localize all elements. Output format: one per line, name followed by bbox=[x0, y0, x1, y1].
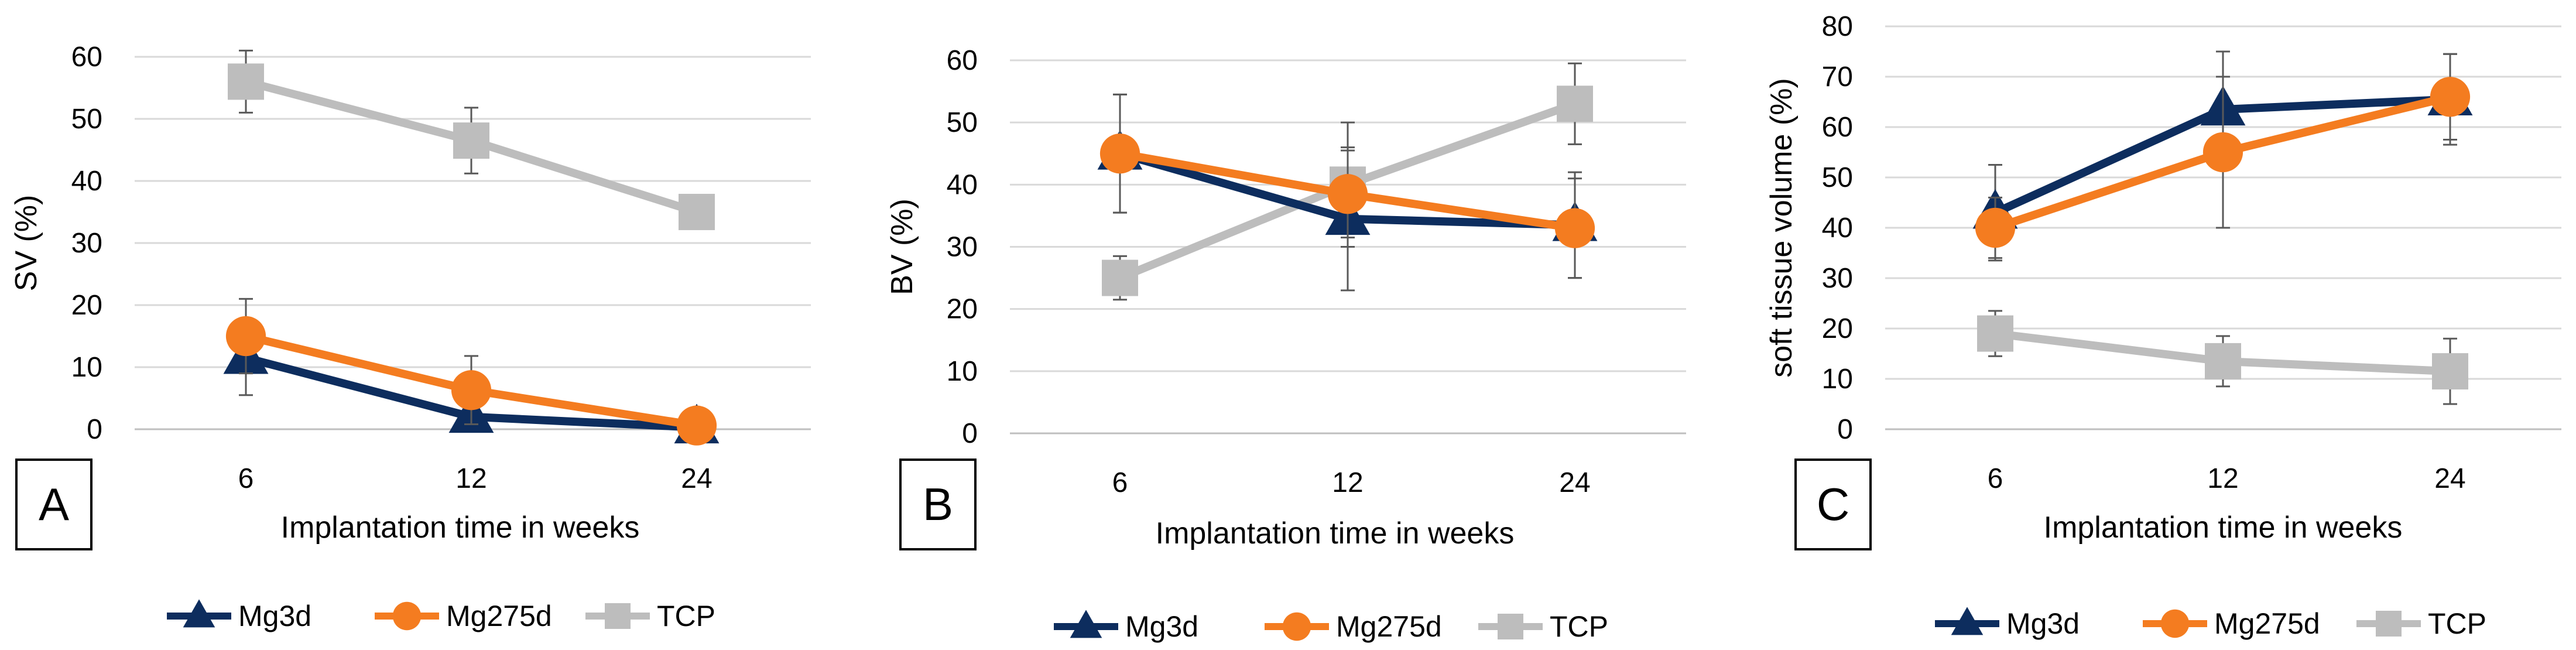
y-tick-label: 10 bbox=[1822, 364, 1853, 395]
data-point bbox=[676, 405, 717, 446]
panel-label-box bbox=[1794, 459, 1872, 550]
y-tick-label: 30 bbox=[947, 232, 978, 263]
legend: Mg3d Mg275d TCP bbox=[1935, 607, 2486, 640]
legend-marker bbox=[1282, 612, 1311, 641]
legend-marker bbox=[2376, 611, 2402, 637]
panel-label: A bbox=[39, 478, 69, 530]
legend-marker bbox=[392, 601, 422, 631]
data-point bbox=[451, 370, 492, 410]
y-tick-label: 0 bbox=[962, 418, 978, 449]
y-tick-label: 30 bbox=[71, 228, 102, 259]
legend-label: Mg3d bbox=[1125, 610, 1198, 643]
y-tick-label: 10 bbox=[947, 356, 978, 387]
data-point bbox=[453, 122, 489, 159]
x-tick-label: 6 bbox=[1112, 467, 1128, 498]
legend-label: TCP bbox=[1550, 610, 1608, 643]
data-point bbox=[228, 63, 264, 100]
panel-label: C bbox=[1817, 478, 1849, 530]
x-axis-title: Implantation time in weeks bbox=[281, 511, 640, 545]
series-tcp bbox=[228, 49, 715, 230]
data-point bbox=[1554, 208, 1595, 248]
y-tick-label: 80 bbox=[1822, 11, 1853, 42]
legend-marker bbox=[1070, 610, 1102, 638]
chart-panel-a: 0 10 20 30 40 50 60 6 12 24 Implantation time in w… bbox=[9, 42, 811, 632]
legend-marker bbox=[1951, 607, 1984, 635]
series-mg275d bbox=[1975, 53, 2471, 259]
y-tick-label: 20 bbox=[947, 294, 978, 325]
series-mg275d bbox=[225, 297, 717, 446]
y-tick-label: 0 bbox=[87, 414, 102, 445]
y-tick-label: 40 bbox=[1822, 213, 1853, 244]
chart-panel-b: 0 10 20 30 40 50 60 6 12 24 Implantation time in w… bbox=[885, 45, 1686, 643]
legend-label: Mg3d bbox=[2006, 607, 2080, 640]
legend-label: TCP bbox=[657, 600, 715, 632]
y-tick-label: 30 bbox=[1822, 263, 1853, 294]
legend: Mg3d Mg275d TCP bbox=[167, 599, 715, 632]
data-point bbox=[1099, 134, 1140, 174]
data-point bbox=[1975, 207, 2016, 248]
legend-label: Mg275d bbox=[1336, 610, 1442, 643]
x-tick-label: 12 bbox=[2207, 463, 2238, 494]
data-point bbox=[225, 316, 266, 357]
x-tick-label: 12 bbox=[1332, 467, 1363, 498]
y-tick-label: 40 bbox=[71, 166, 102, 197]
data-point bbox=[1102, 259, 1138, 296]
legend-label: Mg275d bbox=[446, 600, 552, 632]
y-tick-label: 60 bbox=[71, 42, 102, 73]
legend-label: TCP bbox=[2428, 607, 2486, 640]
y-tick-label: 50 bbox=[1822, 162, 1853, 193]
data-point bbox=[679, 194, 715, 230]
legend-marker bbox=[605, 603, 631, 629]
y-tick-label: 60 bbox=[1822, 112, 1853, 143]
series-tcp bbox=[1977, 310, 2468, 405]
data-point bbox=[2202, 132, 2243, 173]
y-tick-label: 50 bbox=[947, 107, 978, 138]
legend-marker bbox=[2160, 609, 2190, 638]
panel-label-box bbox=[899, 459, 977, 550]
data-point bbox=[2430, 77, 2471, 117]
data-point bbox=[2205, 343, 2241, 379]
y-axis-title: SV (%) bbox=[9, 195, 43, 292]
data-point bbox=[1327, 174, 1368, 214]
y-tick-label: 60 bbox=[947, 45, 978, 76]
legend-label: Mg275d bbox=[2214, 607, 2320, 640]
data-point bbox=[2432, 353, 2468, 390]
y-axis-title: BV (%) bbox=[885, 199, 919, 295]
x-axis-title: Implantation time in weeks bbox=[1156, 516, 1515, 550]
panel-label: B bbox=[923, 478, 953, 530]
y-tick-label: 40 bbox=[947, 169, 978, 200]
chart-panel-c: 0 10 20 30 40 50 60 70 80 6 12 24 Implantation time … bbox=[1765, 11, 2561, 640]
x-tick-label: 24 bbox=[2434, 463, 2465, 494]
x-tick-label: 12 bbox=[455, 463, 487, 494]
y-tick-label: 70 bbox=[1822, 61, 1853, 93]
panel-label-box bbox=[15, 459, 93, 550]
y-tick-label: 20 bbox=[71, 290, 102, 321]
x-tick-label: 6 bbox=[238, 463, 254, 494]
x-axis-title: Implantation time in weeks bbox=[2044, 511, 2403, 545]
y-axis-title: soft tissue volume (%) bbox=[1765, 78, 1799, 378]
legend-marker bbox=[1498, 614, 1523, 639]
x-tick-label: 6 bbox=[1988, 463, 2003, 494]
data-point bbox=[1977, 315, 2013, 352]
legend-marker bbox=[183, 599, 215, 628]
y-tick-label: 10 bbox=[71, 352, 102, 383]
y-tick-label: 50 bbox=[71, 104, 102, 135]
series-mg275d bbox=[1099, 93, 1595, 279]
legend: Mg3d Mg275d TCP bbox=[1054, 610, 1608, 643]
legend-label: Mg3d bbox=[238, 600, 311, 632]
x-tick-label: 24 bbox=[1559, 467, 1590, 498]
data-point bbox=[1557, 85, 1593, 122]
x-tick-label: 24 bbox=[681, 463, 712, 494]
y-tick-label: 20 bbox=[1822, 313, 1853, 344]
y-tick-label: 0 bbox=[1837, 414, 1853, 445]
